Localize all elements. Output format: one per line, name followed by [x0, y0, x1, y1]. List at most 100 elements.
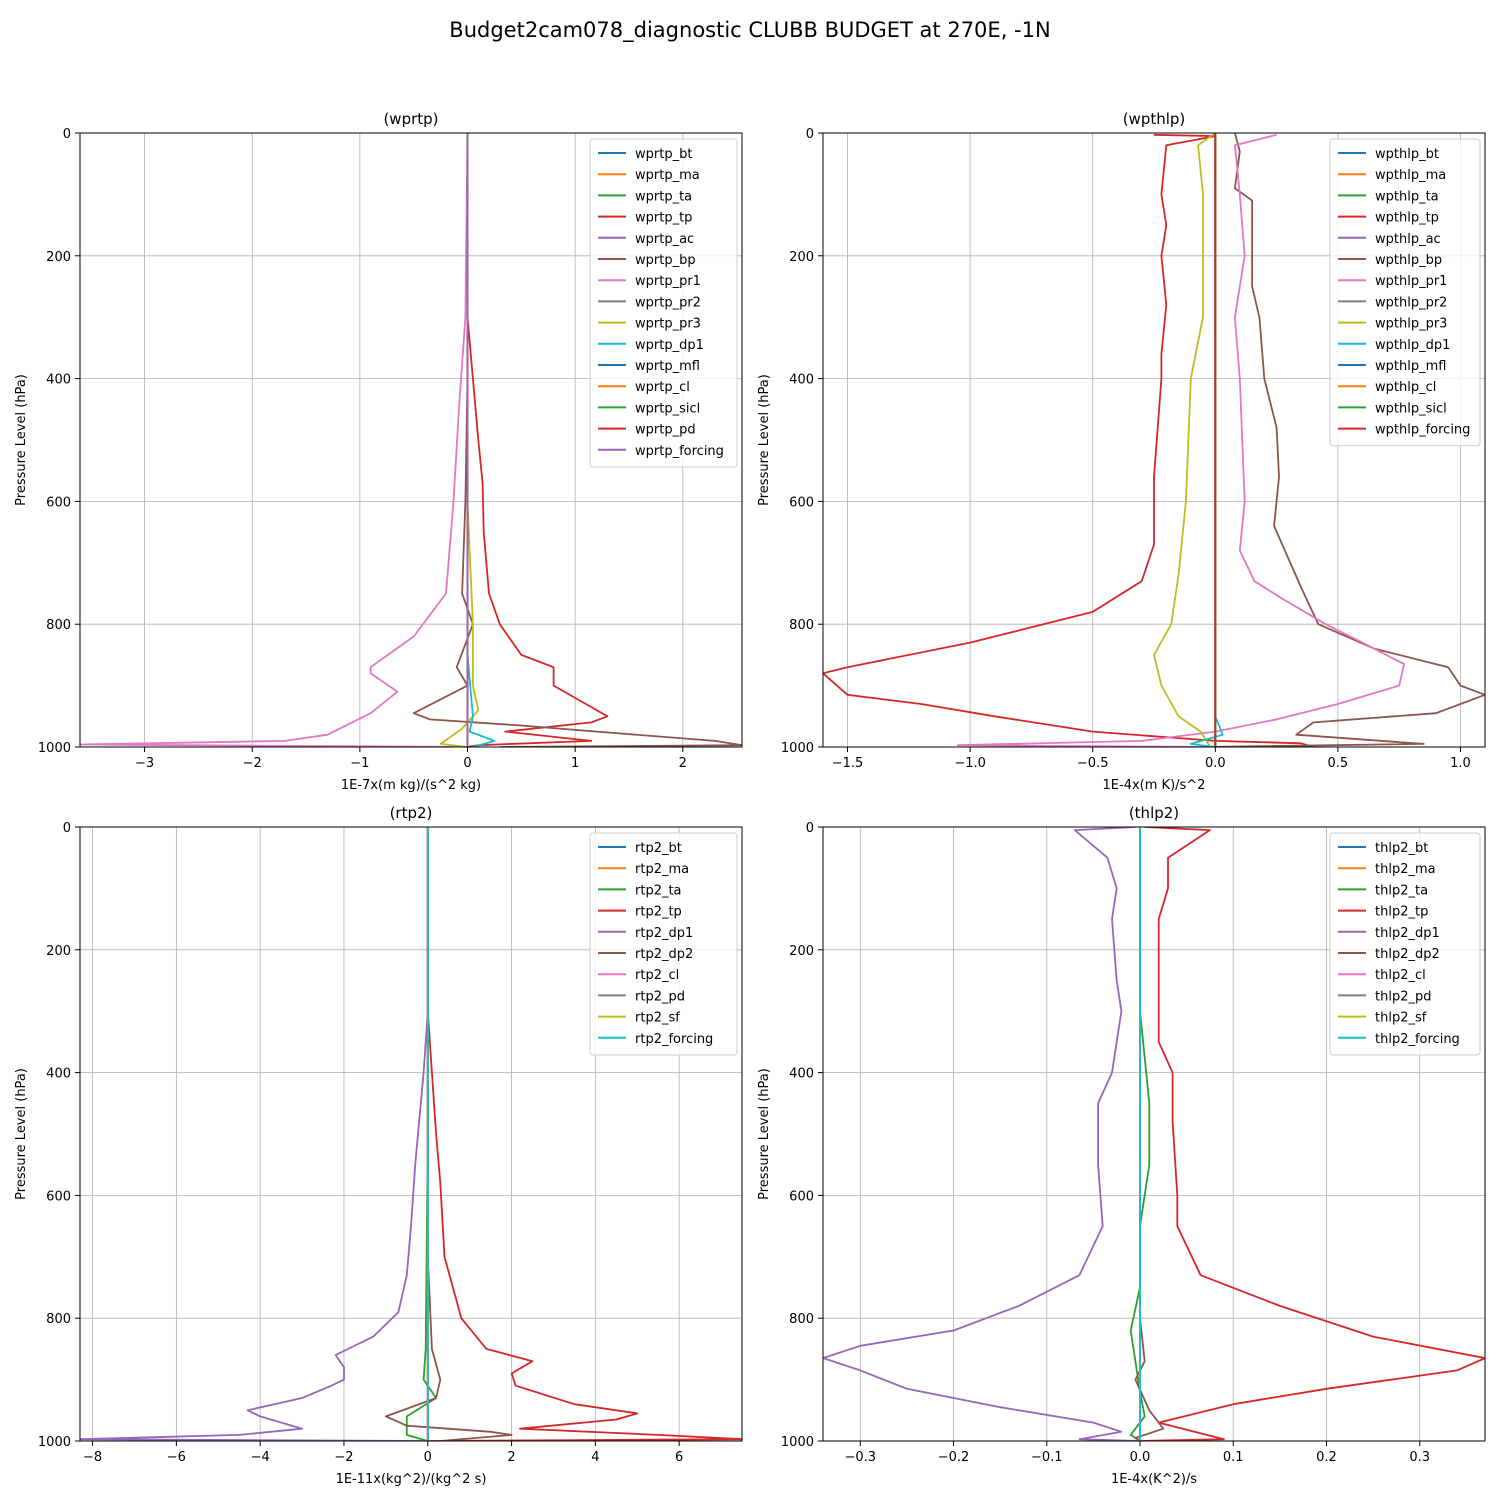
y-tick-label: 1000 [781, 1435, 814, 1450]
plot-frame [822, 132, 1486, 748]
legend-box [1329, 832, 1481, 1056]
x-tick-label: 0 [463, 756, 471, 771]
y-axis-label: Pressure Level (hPa) [14, 1068, 29, 1200]
legend-label: wprtp_pd [635, 423, 696, 438]
series-line-wprtp_pr1 [80, 133, 469, 747]
x-tick-label: −4 [251, 1450, 270, 1465]
x-tick-label: 0.5 [1328, 756, 1349, 771]
x-tick-label: −8 [83, 1450, 102, 1465]
chart-title: (wprtp) [383, 110, 438, 128]
y-tick-label: 0 [63, 127, 71, 142]
legend-label: rtp2_sf [635, 1011, 680, 1026]
x-tick-label: 0.0 [1205, 756, 1226, 771]
legend-label: wprtp_pr1 [635, 274, 701, 289]
x-tick-label: 0.3 [1409, 1450, 1430, 1465]
legend-label: thlp2_ma [1375, 862, 1436, 877]
legend-label: rtp2_dp1 [635, 926, 693, 941]
x-tick-label: 4 [591, 1450, 599, 1465]
y-tick-label: 800 [46, 1312, 71, 1327]
legend-label: rtp2_forcing [635, 1032, 713, 1047]
x-tick-label: −2 [243, 756, 262, 771]
series-group [823, 827, 1485, 1441]
y-axis-label: Pressure Level (hPa) [757, 374, 772, 506]
y-tick-label: 200 [789, 250, 814, 265]
y-tick-label: 600 [789, 495, 814, 510]
x-tick-label: 1 [571, 756, 579, 771]
x-tick-label: 0.1 [1223, 1450, 1244, 1465]
series-line-wpthlp_pr3 [1153, 133, 1216, 747]
legend-label: rtp2_tp [635, 905, 682, 920]
legend-label: thlp2_forcing [1375, 1032, 1460, 1047]
legend-label: wpthlp_tp [1375, 211, 1439, 226]
x-tick-label: −1 [350, 756, 369, 771]
legend-label: wpthlp_pr1 [1375, 274, 1447, 289]
x-tick-label: −1.5 [832, 756, 864, 771]
legend-label: rtp2_ta [635, 883, 682, 898]
legend-label: rtp2_bt [635, 841, 682, 856]
series-line-rtp2_dp1 [80, 827, 429, 1441]
y-tick-label: 400 [46, 1067, 71, 1082]
legend-label: wpthlp_ac [1375, 232, 1441, 247]
chart-title: (wpthlp) [1123, 110, 1186, 128]
y-tick-label: 800 [789, 1312, 814, 1327]
y-tick-label: 800 [46, 618, 71, 633]
legend-label: thlp2_dp2 [1375, 947, 1440, 962]
legend-label: wprtp_ma [635, 168, 700, 183]
y-tick-label: 0 [806, 821, 814, 836]
y-tick-label: 400 [789, 373, 814, 388]
legend-label: wpthlp_ta [1375, 189, 1439, 204]
y-tick-label: 400 [46, 373, 71, 388]
y-axis-label: Pressure Level (hPa) [14, 374, 29, 506]
x-tick-label: 6 [675, 1450, 683, 1465]
legend-box [589, 138, 738, 468]
y-tick-label: 0 [63, 821, 71, 836]
legend-label: thlp2_bt [1375, 841, 1428, 856]
legend-label: wprtp_mfl [635, 359, 700, 374]
chart-panel-1: −3 −2 −1 0 1 2 0 200 400 600 800 1000 (wprtp) 1E-7x(m… [14, 110, 743, 793]
legend-box [1329, 138, 1481, 447]
legend-label: wprtp_ac [635, 232, 694, 247]
x-tick-label: −3 [135, 756, 154, 771]
series-line-wprtp_dp1 [466, 133, 496, 747]
x-axis-label: 1E-4x(m K)/s^2 [1103, 778, 1206, 793]
legend-label: wprtp_sicl [635, 401, 700, 416]
plot-frame [79, 132, 743, 748]
legend-label: wpthlp_pr3 [1375, 317, 1447, 332]
legend-label: wpthlp_cl [1375, 380, 1436, 395]
chart-panel-4: −0.3 −0.2 −0.1 0.0 0.1 0.2 0.3 0 200 400 600 800 100… [757, 804, 1486, 1487]
x-tick-label: 2 [507, 1450, 515, 1465]
legend-box [589, 832, 738, 1056]
y-tick-label: 1000 [38, 1435, 71, 1450]
legend-label: thlp2_ta [1375, 883, 1428, 898]
series-group [80, 827, 742, 1441]
y-tick-label: 200 [46, 944, 71, 959]
y-tick-label: 1000 [38, 741, 71, 756]
legend-label: thlp2_pd [1375, 989, 1431, 1004]
chart-panel-2: −1.5 −1.0 −0.5 0.0 0.5 1.0 0 200 400 600 800 1000 (w… [757, 110, 1486, 793]
y-tick-label: 600 [46, 1189, 71, 1204]
x-tick-label: −6 [167, 1450, 186, 1465]
series-group [80, 133, 742, 747]
series-line-wprtp_bp [412, 133, 742, 747]
plot-frame [79, 826, 743, 1442]
series-line-wpthlp_dp1 [1189, 133, 1224, 747]
legend-label: wpthlp_forcing [1375, 423, 1470, 438]
legend-label: wprtp_tp [635, 211, 692, 226]
y-tick-label: 600 [46, 495, 71, 510]
x-tick-label: −2 [334, 1450, 353, 1465]
y-tick-label: 800 [789, 618, 814, 633]
legend-label: wpthlp_dp1 [1375, 338, 1450, 353]
x-tick-label: −0.2 [938, 1450, 970, 1465]
legend: thlp2_bt thlp2_ma thlp2_ta thlp2_tp thlp2_dp… [1329, 832, 1481, 1056]
x-axis-label: 1E-11x(kg^2)/(kg^2 s) [336, 1472, 487, 1487]
series-line-wpthlp_pr1 [957, 133, 1405, 747]
chart-title: (rtp2) [390, 804, 433, 822]
legend-label: wpthlp_sicl [1375, 401, 1447, 416]
legend-label: wprtp_pr3 [635, 317, 701, 332]
legend-label: thlp2_tp [1375, 905, 1428, 920]
x-tick-label: −0.1 [1031, 1450, 1063, 1465]
legend-label: rtp2_pd [635, 989, 685, 1004]
legend-label: wprtp_ta [635, 189, 692, 204]
legend-label: wprtp_forcing [635, 444, 724, 459]
